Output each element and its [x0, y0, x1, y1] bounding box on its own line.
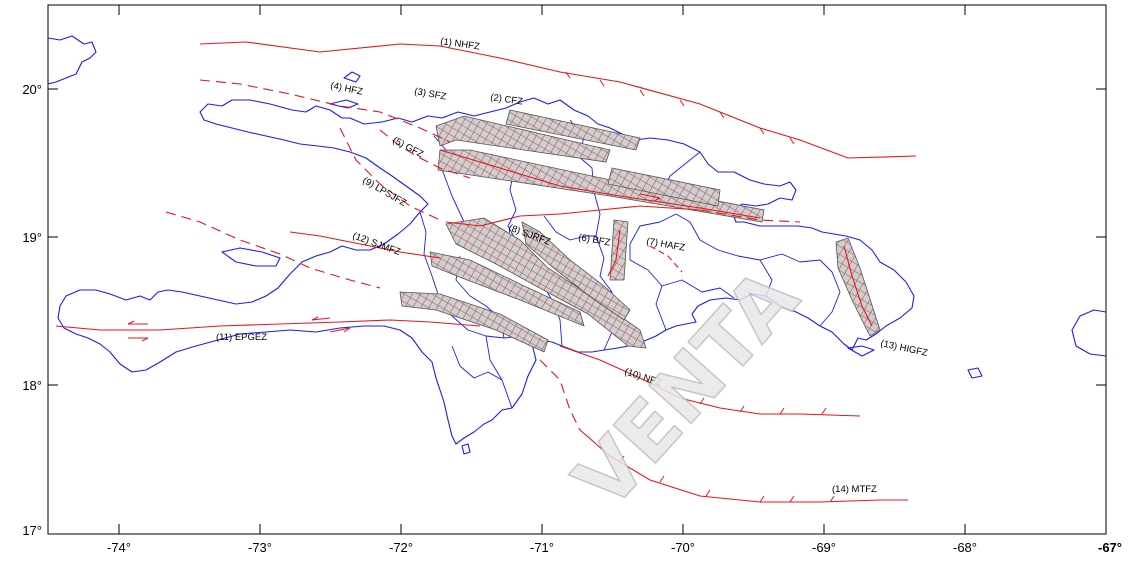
- zone-cfz: [505, 109, 641, 151]
- zone-higfz: [835, 237, 881, 337]
- fault-traces: [55, 41, 917, 503]
- fault-mtfz-dash: [539, 359, 581, 431]
- slip-arrows-epgez: [127, 316, 351, 342]
- longitude-labels: -74° -73° -72° -71° -70° -69° -68° -67°: [107, 540, 1122, 555]
- zone-sjmfz: [429, 251, 585, 327]
- lon-label-71: -71°: [530, 540, 554, 555]
- fault-lpsjfz: [339, 127, 441, 221]
- zone-sjrfz: [445, 217, 647, 349]
- thrust-teeth-nfz: [699, 397, 827, 415]
- label-epgez: (11) EPGEZ: [216, 332, 267, 343]
- lon-label-69: -69°: [812, 540, 836, 555]
- label-mtfz: (14) MTFZ: [832, 484, 877, 495]
- lon-label-74: -74°: [107, 540, 131, 555]
- label-lpsjfz: (9) LPSJFZ: [361, 175, 409, 209]
- fault-epgez: [55, 319, 481, 331]
- lon-label-72: -72°: [389, 540, 413, 555]
- thrust-teeth-nhfz: [565, 71, 795, 145]
- gonave-coast: [221, 247, 281, 267]
- fault-zones: [399, 109, 881, 353]
- label-cfz: (2) CFZ: [490, 92, 524, 107]
- lat-label-17: 17°: [22, 523, 42, 538]
- fault-mtfz: [579, 429, 908, 503]
- label-bfz: (6) BFZ: [577, 232, 611, 248]
- label-gfz: (5) GFZ: [391, 135, 426, 160]
- zone-epgez: [399, 291, 549, 353]
- fault-nfz: [559, 345, 861, 417]
- cuba-coast: [48, 35, 97, 85]
- label-nhfz: (1) NHFZ: [440, 36, 481, 52]
- fault-sjrfz: [445, 205, 701, 227]
- tick-marks: [48, 5, 1106, 534]
- fault-sjmfz: [289, 231, 441, 259]
- mona-coast: [967, 367, 983, 379]
- latitude-labels: 20° 19° 18° 17°: [22, 82, 42, 538]
- zone-gfz: [437, 149, 765, 223]
- coastlines: [48, 35, 1106, 455]
- zone-sfz: [435, 115, 611, 163]
- puerto-rico-coast: [1071, 309, 1106, 357]
- fault-higfz: [843, 245, 873, 327]
- fault-nhfz: [199, 41, 917, 159]
- fault-gfz-line: [439, 149, 761, 219]
- lat-label-20: 20°: [22, 82, 42, 97]
- lat-label-18: 18°: [22, 378, 42, 393]
- zone-sjrfz-b: [521, 221, 631, 321]
- fault-hfz: [199, 79, 451, 143]
- map-frame: [47, 4, 1107, 535]
- fault-hafz: [649, 245, 683, 273]
- label-hfz: (4) HFZ: [329, 80, 363, 98]
- fault-gfz: [379, 129, 471, 179]
- beata-coast: [461, 443, 471, 455]
- lon-label-68: -68°: [953, 540, 977, 555]
- zone-gfz-east: [607, 167, 721, 207]
- saona-coast: [847, 345, 875, 357]
- slip-arrows-sjr: [639, 193, 661, 202]
- fault-sjmfz-dash: [165, 211, 381, 289]
- thrust-teeth-mtfz: [619, 455, 835, 503]
- fault-bfz: [607, 229, 621, 277]
- label-hafz: (7) HAFZ: [645, 236, 686, 254]
- lon-label-67: -67°: [1098, 540, 1122, 555]
- label-sfz: (3) SFZ: [413, 86, 447, 102]
- inagua-coast: [343, 71, 361, 83]
- label-higfz: (13) HIGFZ: [879, 338, 928, 359]
- fault-sjrfz-east: [699, 209, 801, 223]
- zone-bfz: [609, 219, 629, 281]
- lon-label-73: -73°: [248, 540, 272, 555]
- lon-label-70: -70°: [671, 540, 695, 555]
- lat-label-19: 19°: [22, 230, 42, 245]
